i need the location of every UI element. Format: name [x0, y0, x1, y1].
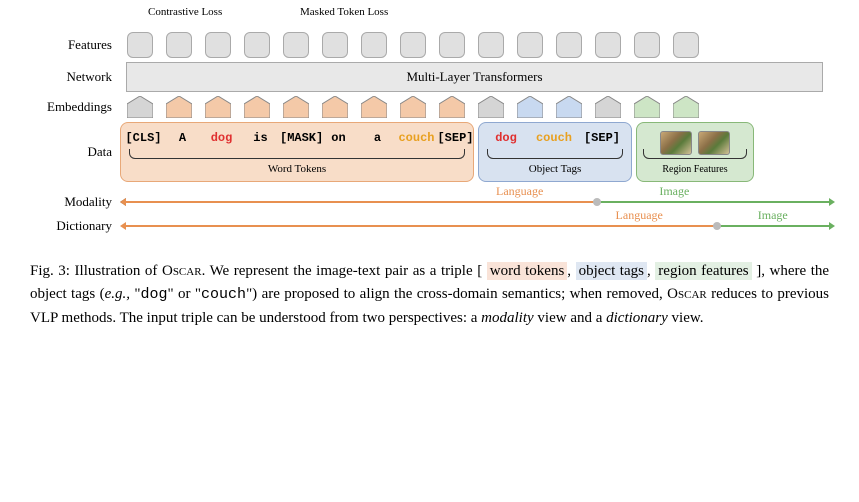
- embedding-pentagon: [439, 96, 465, 118]
- modality-image-label: Image: [659, 184, 689, 199]
- word-token: couch: [397, 131, 436, 145]
- modality-language-label: Language: [496, 184, 543, 199]
- embedding-pentagon: [361, 96, 387, 118]
- embedding-pentagon: [556, 96, 582, 118]
- features-label: Features: [30, 37, 120, 53]
- word-tokens-label: Word Tokens: [268, 163, 326, 175]
- contrastive-loss-label: Contrastive Loss: [148, 6, 222, 18]
- dictionary-image-label: Image: [758, 208, 788, 223]
- dictionary-language-label: Language: [616, 208, 663, 223]
- word-token: [SEP]: [436, 131, 475, 145]
- feature-box: [127, 32, 153, 58]
- feature-box: [361, 32, 387, 58]
- word-token: [CLS]: [124, 131, 163, 145]
- word-token: A: [163, 131, 202, 145]
- embedding-pentagon: [205, 96, 231, 118]
- object-token: [SEP]: [578, 131, 626, 145]
- feature-box: [205, 32, 231, 58]
- embedding-pentagon: [634, 96, 660, 118]
- feature-box: [595, 32, 621, 58]
- dictionary-label: Dictionary: [30, 218, 120, 234]
- embedding-pentagon: [478, 96, 504, 118]
- embedding-pentagon: [517, 96, 543, 118]
- figure-caption: Fig. 3: Illustration of Oscar. We repres…: [30, 260, 829, 330]
- embedding-pentagon: [322, 96, 348, 118]
- network-label: Network: [30, 69, 120, 85]
- masked-loss-label: Masked Token Loss: [300, 6, 388, 18]
- word-token: on: [319, 131, 358, 145]
- feature-box: [400, 32, 426, 58]
- dictionary-axis: Language Image: [126, 216, 829, 236]
- object-token: dog: [482, 131, 530, 145]
- network-box: Multi-Layer Transformers: [126, 62, 823, 92]
- word-token: dog: [202, 131, 241, 145]
- data-label: Data: [30, 144, 120, 160]
- fignum: Fig. 3:: [30, 263, 70, 279]
- feature-box: [634, 32, 660, 58]
- feature-box: [244, 32, 270, 58]
- word-token: a: [358, 131, 397, 145]
- features-track: [120, 32, 705, 58]
- feature-box: [322, 32, 348, 58]
- embedding-pentagon: [127, 96, 153, 118]
- word-token: [MASK]: [280, 131, 319, 145]
- feature-box: [517, 32, 543, 58]
- embeddings-label: Embeddings: [30, 99, 120, 115]
- feature-box: [439, 32, 465, 58]
- embedding-pentagon: [595, 96, 621, 118]
- modality-axis: .axis-arrow-l::before{border-right:6px s…: [126, 192, 829, 212]
- feature-box: [673, 32, 699, 58]
- embedding-pentagon: [400, 96, 426, 118]
- feature-box: [556, 32, 582, 58]
- feature-box: [478, 32, 504, 58]
- embedding-pentagon: [166, 96, 192, 118]
- embedding-pentagon: [283, 96, 309, 118]
- word-tokens-region: [CLS]Adogis[MASK]onacouch[SEP] Word Toke…: [120, 122, 474, 182]
- embedding-pentagon: [673, 96, 699, 118]
- feature-box: [283, 32, 309, 58]
- word-token: is: [241, 131, 280, 145]
- region-features-label: Region Features: [662, 164, 727, 175]
- object-token: couch: [530, 131, 578, 145]
- embeddings-track: [120, 96, 705, 118]
- modality-label: Modality: [30, 194, 120, 210]
- object-tags-region: dogcouch[SEP] Object Tags: [478, 122, 632, 182]
- object-tags-label: Object Tags: [529, 163, 582, 175]
- feature-box: [166, 32, 192, 58]
- embedding-pentagon: [244, 96, 270, 118]
- region-features-region: Region Features: [636, 122, 754, 182]
